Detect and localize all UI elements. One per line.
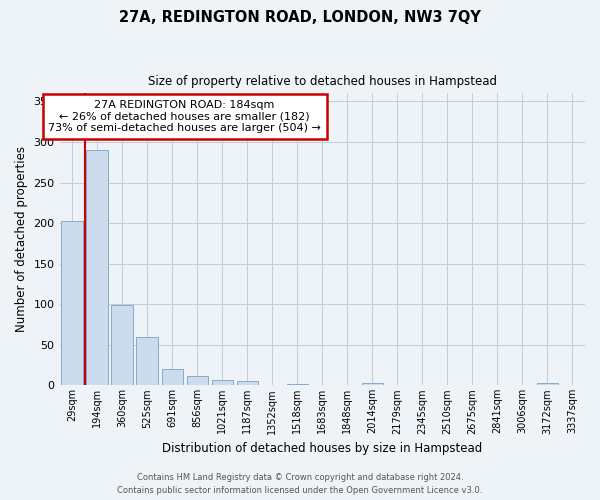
Y-axis label: Number of detached properties: Number of detached properties (15, 146, 28, 332)
Bar (287, 384, 308, 386)
Bar (187, 376, 208, 386)
Bar (212, 380, 233, 386)
Bar (86, 150, 108, 386)
Title: Size of property relative to detached houses in Hampstead: Size of property relative to detached ho… (148, 75, 497, 88)
Bar (537, 383, 558, 386)
Bar (61, 220, 83, 386)
Bar (236, 381, 258, 386)
Bar (161, 369, 183, 386)
Text: 27A, REDINGTON ROAD, LONDON, NW3 7QY: 27A, REDINGTON ROAD, LONDON, NW3 7QY (119, 10, 481, 25)
Text: Contains HM Land Registry data © Crown copyright and database right 2024.
Contai: Contains HM Land Registry data © Crown c… (118, 474, 482, 495)
Text: 27A REDINGTON ROAD: 184sqm
← 26% of detached houses are smaller (182)
73% of sem: 27A REDINGTON ROAD: 184sqm ← 26% of deta… (48, 100, 321, 133)
Bar (136, 336, 158, 386)
X-axis label: Distribution of detached houses by size in Hampstead: Distribution of detached houses by size … (162, 442, 482, 455)
Bar (362, 383, 383, 386)
Bar (112, 305, 133, 386)
